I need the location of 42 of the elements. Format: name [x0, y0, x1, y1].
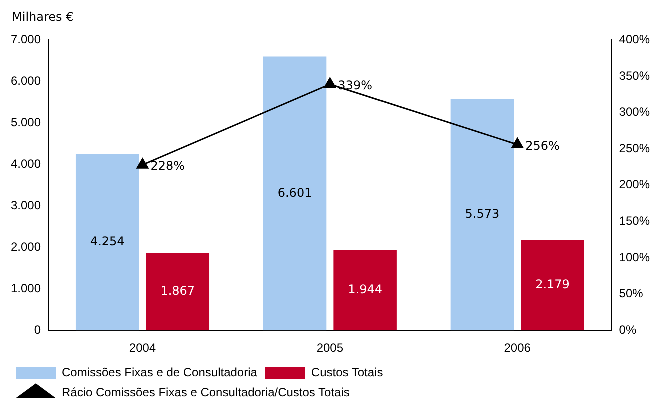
data-label: 6.601 [278, 186, 312, 200]
y-tick-label: 5.000 [11, 115, 42, 130]
y-axis-title: Milhares € [12, 10, 74, 24]
point [136, 158, 149, 169]
data-label: 2.179 [536, 278, 570, 292]
y-tick-label: 3.000 [11, 198, 42, 212]
bar [450, 99, 514, 331]
data-label: 1.867 [160, 284, 196, 298]
y2-tick-label: 150% [619, 214, 650, 228]
legend-label: Comissões Fixas e de Consultadoria [62, 365, 258, 380]
data-label: 339% [338, 78, 372, 93]
x-tick-label: 2006 [504, 341, 532, 356]
y2-tick-label: 50% [619, 286, 644, 301]
y-tick-label: 6.000 [11, 74, 42, 88]
y2-tick-label: 0% [619, 322, 637, 337]
point [512, 138, 524, 148]
bar [76, 154, 140, 331]
data-label: 5.573 [465, 207, 500, 222]
y-tick-label: 7.000 [11, 32, 42, 47]
y-tick-label: 2.000 [11, 240, 42, 254]
bar [146, 253, 210, 331]
y-tick-label: 4.000 [11, 156, 42, 171]
y2-tick-label: 300% [619, 105, 650, 120]
data-label: 228% [150, 159, 186, 174]
y2-tick-label: 400% [619, 32, 650, 47]
point [324, 78, 336, 88]
data-label: 1.944 [348, 282, 382, 296]
x-tick-label: 2005 [316, 341, 344, 356]
bar [263, 56, 327, 331]
y2-tick-label: 250% [619, 141, 650, 156]
x-tick-label: 2004 [129, 341, 156, 356]
y-tick-label: 1.000 [11, 281, 42, 296]
y-tick-label: 0 [34, 322, 42, 337]
bar [521, 240, 584, 331]
y2-tick-label: 100% [619, 250, 650, 264]
data-label: 4.254 [90, 234, 125, 248]
data-label: 256% [526, 138, 560, 153]
bar [334, 250, 397, 331]
y2-tick-label: 200% [619, 178, 650, 192]
legend-label: Rácio Comissões Fixas e Consultadoria/Custos Totais [62, 385, 350, 400]
legend-label: Custos Totais [311, 365, 384, 380]
y2-tick-label: 350% [619, 68, 650, 83]
